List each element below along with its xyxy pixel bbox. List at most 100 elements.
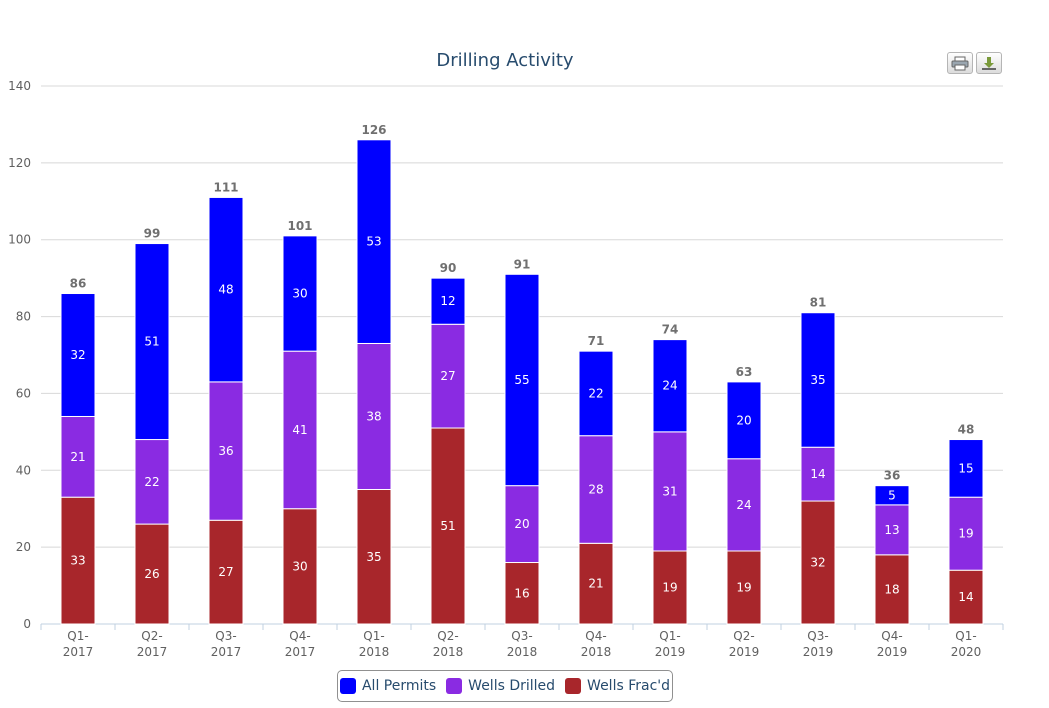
segment-data-label: 35 — [366, 550, 381, 564]
y-tick-label: 80 — [16, 310, 31, 324]
segment-data-label: 36 — [218, 444, 233, 458]
segment-data-label: 21 — [70, 450, 85, 464]
legend-label-wells-drilled: Wells Drilled — [468, 678, 556, 694]
segment-data-label: 27 — [218, 565, 233, 579]
segment-data-label: 31 — [662, 484, 677, 498]
printer-icon — [951, 56, 969, 71]
bar-segment — [60, 293, 96, 417]
x-tick-label-year: 2018 — [433, 645, 464, 659]
bar-segment — [652, 550, 688, 625]
x-tick-label-year: 2019 — [655, 645, 686, 659]
x-tick-label-year: 2018 — [581, 645, 612, 659]
bar-segment — [504, 562, 540, 625]
bar-segment — [356, 489, 392, 625]
x-tick-label-quarter: Q1- — [363, 629, 384, 643]
segment-data-label: 20 — [514, 517, 529, 531]
bar-segment — [948, 569, 984, 625]
segment-data-label: 19 — [662, 580, 677, 594]
bar-segment — [60, 496, 96, 625]
bar-segment — [652, 431, 688, 552]
y-tick-label: 60 — [16, 386, 31, 400]
bar-segment — [800, 500, 836, 625]
bar-segment — [652, 339, 688, 433]
total-data-label: 86 — [70, 277, 87, 291]
legend-label-all-permits: All Permits — [361, 678, 437, 694]
segment-data-label: 19 — [736, 580, 751, 594]
total-data-label: 63 — [736, 365, 753, 379]
segment-data-label: 48 — [218, 283, 233, 297]
y-tick-label: 100 — [8, 233, 31, 247]
total-data-label: 71 — [588, 334, 605, 348]
bar-segment — [948, 496, 984, 571]
segment-data-label: 30 — [292, 559, 307, 573]
x-tick-label-year: 2019 — [877, 645, 908, 659]
y-tick-label: 120 — [8, 156, 31, 170]
segment-data-label: 21 — [588, 577, 603, 591]
segment-data-label: 19 — [958, 527, 973, 541]
segment-data-label: 30 — [292, 287, 307, 301]
bar-segment — [134, 243, 170, 441]
segment-data-label: 24 — [736, 498, 751, 512]
bar-segment — [874, 485, 910, 506]
bar-segment — [578, 350, 614, 437]
segment-data-label: 26 — [144, 567, 159, 581]
x-tick-label-quarter: Q3- — [807, 629, 828, 643]
bar-segment — [356, 342, 392, 490]
x-tick-label-quarter: Q3- — [511, 629, 532, 643]
bar-segment — [504, 273, 540, 487]
total-data-label: 90 — [440, 261, 457, 275]
y-tick-label: 40 — [16, 463, 31, 477]
x-tick-label-year: 2018 — [359, 645, 390, 659]
legend-swatch-wells-drilled — [446, 678, 463, 694]
segment-data-label: 20 — [736, 413, 751, 427]
y-tick-label: 140 — [8, 79, 31, 93]
segment-data-label: 28 — [588, 483, 603, 497]
legend-item-all-permits[interactable]: All Permits — [339, 678, 437, 694]
x-tick-label-quarter: Q4- — [585, 629, 606, 643]
x-tick-label-year: 2017 — [137, 645, 168, 659]
x-tick-label-year: 2017 — [63, 645, 94, 659]
x-tick-label-quarter: Q4- — [881, 629, 902, 643]
x-tick-label-quarter: Q2- — [733, 629, 754, 643]
x-tick-label-year: 2019 — [803, 645, 834, 659]
segment-data-label: 16 — [514, 586, 529, 600]
bar-segment — [356, 139, 392, 344]
print-button[interactable] — [947, 52, 973, 74]
segment-data-label: 13 — [884, 523, 899, 537]
bar-segment — [282, 350, 318, 510]
x-tick-label-year: 2017 — [285, 645, 316, 659]
x-tick-label-quarter: Q1- — [659, 629, 680, 643]
chart-title: Drilling Activity — [436, 50, 574, 71]
bar-segment — [800, 312, 836, 448]
segment-data-label: 15 — [958, 461, 973, 475]
bar-segment — [282, 235, 318, 352]
bar-segment — [430, 427, 466, 625]
segment-data-label: 18 — [884, 582, 899, 596]
x-tick-label-quarter: Q3- — [215, 629, 236, 643]
legend-item-wells-fracd[interactable]: Wells Frac'd — [565, 678, 670, 694]
x-tick-label-year: 2018 — [507, 645, 538, 659]
segment-data-label: 33 — [70, 554, 85, 568]
segment-data-label: 41 — [292, 423, 307, 437]
bar-segment — [430, 323, 466, 429]
bar-segment — [504, 485, 540, 564]
segment-data-label: 51 — [440, 519, 455, 533]
segment-data-label: 14 — [810, 467, 825, 481]
bar-segment — [800, 446, 836, 502]
segment-data-label: 22 — [144, 475, 159, 489]
y-tick-label: 20 — [16, 540, 31, 554]
x-tick-label-year: 2017 — [211, 645, 242, 659]
bar-segment — [726, 550, 762, 625]
bar-segment — [430, 277, 466, 325]
total-data-label: 48 — [958, 423, 975, 437]
segment-data-label: 51 — [144, 335, 159, 349]
segment-data-label: 35 — [810, 373, 825, 387]
segment-data-label: 32 — [810, 556, 825, 570]
legend-item-wells-drilled[interactable]: Wells Drilled — [446, 678, 555, 694]
segment-data-label: 14 — [958, 590, 973, 604]
x-tick-label-year: 2019 — [729, 645, 760, 659]
bar-segment — [208, 196, 244, 383]
export-button[interactable] — [976, 52, 1002, 74]
